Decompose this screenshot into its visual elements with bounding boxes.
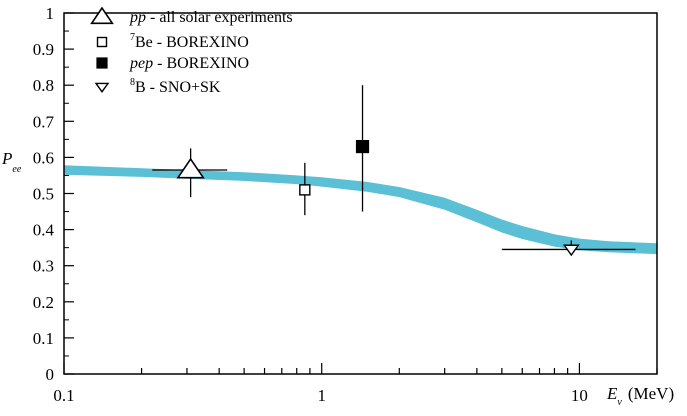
legend-marker [90, 6, 114, 25]
legend-marker [94, 82, 110, 94]
marker [176, 157, 205, 179]
axis-labels: Pee Eν (MeV) [1, 149, 674, 408]
y-tick-label: 1 [46, 4, 55, 23]
legend-marker [96, 36, 108, 48]
legend-entry-3: pep - BOREXINO [96, 55, 249, 72]
y-axis-ticks: 0 0.1 0.2 0.3 0.4 0.5 0.6 0.7 0.8 0.9 1 [33, 4, 74, 384]
marker [355, 139, 370, 154]
y-tick-label: 0.4 [33, 221, 55, 240]
y-tick-label: 0.2 [33, 293, 54, 312]
marker [299, 184, 311, 196]
x-axis-label: Eν (MeV) [606, 384, 674, 408]
x-tick-label: 10 [571, 386, 588, 405]
legend-label: 7Be - BOREXINO [130, 32, 249, 51]
data-point-3 [355, 85, 370, 212]
legend-label: pep - BOREXINO [129, 55, 249, 72]
y-tick-label: 0.1 [33, 329, 54, 348]
legend-entry-2: 7Be - BOREXINO [96, 32, 249, 51]
y-tick-label: 0.7 [33, 112, 55, 131]
data-point-4 [501, 240, 636, 257]
y-tick-label: 0.5 [33, 185, 54, 204]
band-layer [64, 165, 657, 255]
y-tick-label: 0.3 [33, 257, 54, 276]
x-tick-label: 0.1 [53, 386, 74, 405]
legend-label: pp - all solar experiments [129, 9, 293, 26]
marker [562, 244, 580, 257]
legend-entry-1: pp - all solar experiments [90, 6, 293, 26]
data-point-2 [299, 162, 311, 216]
legend-marker [96, 57, 108, 69]
probability-band [64, 165, 657, 255]
data-points [152, 85, 636, 257]
y-tick-label: 0 [46, 365, 55, 384]
data-point-1 [152, 148, 228, 198]
legend: pp - all solar experiments 7Be - BOREXINO… [90, 6, 293, 96]
y-tick-label: 0.8 [33, 76, 54, 95]
y-tick-label: 0.9 [33, 40, 54, 59]
y-axis-label: Pee [1, 149, 22, 175]
x-tick-label: 1 [317, 386, 326, 405]
legend-label: 8B - SNO+SK [130, 77, 221, 96]
y-tick-label: 0.6 [33, 148, 54, 167]
x-axis-ticks: 0.1 1 10 [53, 363, 658, 405]
legend-entry-4: 8B - SNO+SK [94, 77, 221, 96]
